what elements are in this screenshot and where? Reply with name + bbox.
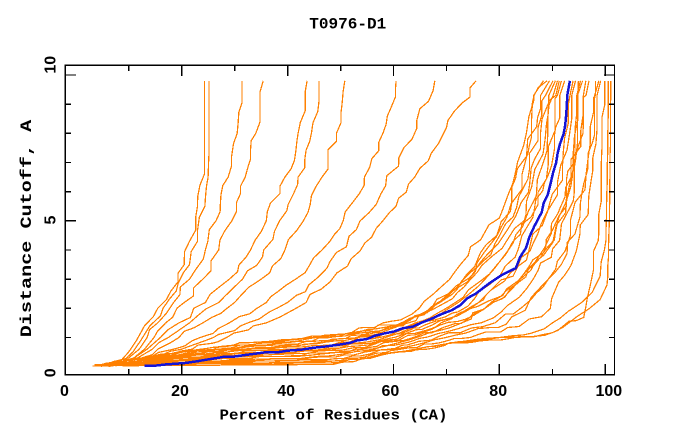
svg-text:Percent of Residues (CA): Percent of Residues (CA)	[220, 408, 448, 425]
svg-text:10: 10	[42, 56, 59, 74]
svg-text:20: 20	[171, 383, 189, 400]
svg-text:0: 0	[42, 368, 59, 377]
svg-text:60: 60	[382, 383, 400, 400]
svg-text:0: 0	[60, 383, 69, 400]
svg-text:T0976-D1: T0976-D1	[309, 15, 386, 33]
svg-text:Distance Cutoff, A: Distance Cutoff, A	[18, 119, 36, 337]
svg-text:80: 80	[489, 383, 507, 400]
svg-text:5: 5	[42, 216, 59, 225]
svg-text:40: 40	[277, 383, 295, 400]
svg-text:100: 100	[595, 383, 622, 400]
